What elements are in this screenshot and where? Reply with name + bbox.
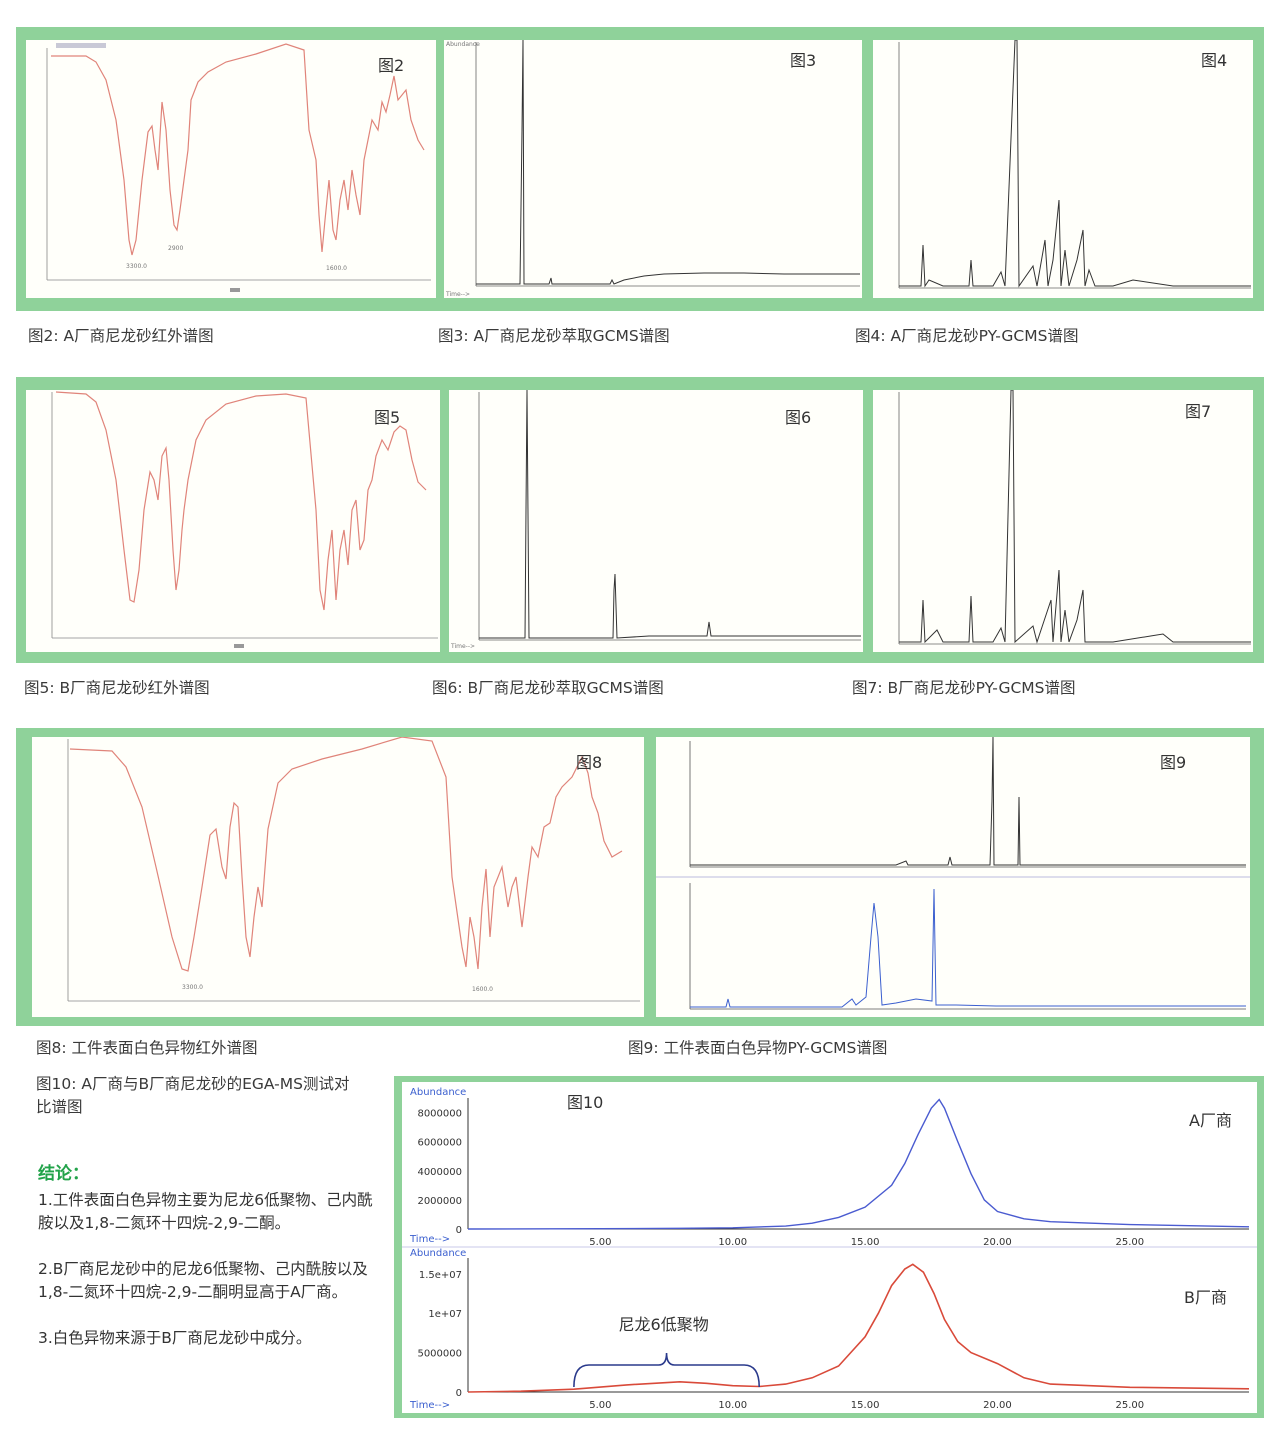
fig8-plot: 3300.0 1600.0 <box>67 737 640 1002</box>
fig6-plot: Time--> <box>450 390 861 650</box>
fig10-chart: Abundance 8000000 6000000 4000000 2000000 0 … <box>402 1082 1257 1413</box>
fig2-plot: 3300.0 2900 1600.0 <box>46 43 431 292</box>
x-tick-label: 20.00 <box>983 1237 1012 1248</box>
fig6-label: 图6 <box>785 408 812 427</box>
fig9-label: 图9 <box>1160 753 1187 772</box>
fig8-label: 图8 <box>576 753 603 772</box>
x-tick-label: 15.00 <box>851 1237 880 1248</box>
fig7-caption: 图7: B厂商尼龙砂PY-GCMS谱图 <box>852 679 1076 697</box>
y-tick-label: 8000000 <box>417 1109 462 1120</box>
fig10-label: 图10 <box>567 1093 603 1112</box>
fig6-caption: 图6: B厂商尼龙砂萃取GCMS谱图 <box>432 679 664 697</box>
fig4-caption: 图4: A厂商尼龙砂PY-GCMS谱图 <box>855 327 1079 345</box>
x-tick-label: 10.00 <box>718 1400 747 1411</box>
fig6-gcms-extraction-b: Time--> 图6 <box>449 390 863 652</box>
fig5-label: 图5 <box>374 408 401 427</box>
y-tick-label: 0 <box>456 1388 462 1399</box>
svg-text:3300.0: 3300.0 <box>126 263 147 270</box>
fig4-label: 图4 <box>1201 51 1228 70</box>
svg-text:2900: 2900 <box>168 245 183 252</box>
fig10-svg: Abundance 80000006000000400000020000000 … <box>402 1087 1257 1411</box>
y-tick-label: 6000000 <box>417 1138 462 1149</box>
conclusions: 结论： 1.工件表面白色异物主要为尼龙6低聚物、己内酰胺以及1,8-二氮环十四烷… <box>38 1163 388 1372</box>
fig5-plot <box>51 391 438 648</box>
x-tick-label: 20.00 <box>983 1400 1012 1411</box>
x-tick-label: 10.00 <box>718 1237 747 1248</box>
top-abundance-label: Abundance <box>410 1087 466 1098</box>
fig9-caption: 图9: 工件表面白色异物PY-GCMS谱图 <box>628 1039 888 1057</box>
y-tick-label: 4000000 <box>417 1167 462 1178</box>
series-b-line <box>467 1263 1250 1393</box>
fig7-pygcms-b: 图7 <box>873 390 1253 652</box>
fig3-caption: 图3: A厂商尼龙砂萃取GCMS谱图 <box>438 327 670 345</box>
fig5-caption: 图5: B厂商尼龙砂红外谱图 <box>24 679 210 697</box>
y-tick-label: 1.5e+07 <box>419 1270 462 1281</box>
x-tick-label: 5.00 <box>589 1400 611 1411</box>
fig7-label: 图7 <box>1185 402 1212 421</box>
x-tick-label: 5.00 <box>589 1237 611 1248</box>
y-tick-label: 0 <box>456 1225 462 1236</box>
top-time-label: Time--> <box>409 1234 450 1245</box>
conclusions-title: 结论： <box>38 1164 89 1184</box>
fig5-ir-spectrum-b: 图5 <box>26 390 440 652</box>
fig2-caption: 图2: A厂商尼龙砂红外谱图 <box>28 327 214 345</box>
x-tick-label: 25.00 <box>1116 1237 1145 1248</box>
series-a-line <box>467 1098 1250 1230</box>
svg-text:3300.0: 3300.0 <box>182 984 203 991</box>
svg-text:Abundance: Abundance <box>446 41 480 48</box>
svg-text:1600.0: 1600.0 <box>326 265 347 272</box>
conclusion-item: 1.工件表面白色异物主要为尼龙6低聚物、己内酰胺以及1,8-二氮环十四烷-2,9… <box>38 1190 373 1233</box>
fig3-gcms-extraction-a: Abundance Time--> 图3 <box>444 40 862 298</box>
conclusion-item: 2.B厂商尼龙砂中的尼龙6低聚物、己内酰胺以及1,8-二氮环十四烷-2,9-二酮… <box>38 1259 368 1302</box>
y-tick-label: 5000000 <box>417 1349 462 1360</box>
fig7-plot <box>898 390 1251 645</box>
oligomer-annotation: 尼龙6低聚物 <box>619 1315 709 1334</box>
fig10-caption: 图10: A厂商与B厂商尼龙砂的EGA-MS测试对比谱图 <box>36 1075 350 1116</box>
oligomer-brace <box>573 1352 761 1388</box>
y-tick-label: 1e+07 <box>428 1309 462 1320</box>
bottom-abundance-label: Abundance <box>410 1248 466 1259</box>
series-b-label: B厂商 <box>1184 1288 1227 1307</box>
conclusion-item: 3.白色异物来源于B厂商尼龙砂中成分。 <box>38 1328 312 1347</box>
fig3-plot: Abundance Time--> <box>445 40 860 298</box>
fig2-label: 图2 <box>378 56 405 75</box>
fig2-ir-spectrum-a: 3300.0 2900 1600.0 图2 <box>26 40 436 298</box>
fig4-plot <box>898 40 1251 289</box>
fig9-plot <box>656 737 1250 1010</box>
fig4-pygcms-a: 图4 <box>873 40 1253 298</box>
x-tick-label: 25.00 <box>1116 1400 1145 1411</box>
fig8-ir-spectrum-foreign: 3300.0 1600.0 图8 <box>32 737 644 1017</box>
fig9-pygcms-foreign: 图9 <box>656 737 1250 1017</box>
svg-text:1600.0: 1600.0 <box>472 986 493 993</box>
fig3-label: 图3 <box>790 51 817 70</box>
x-tick-label: 15.00 <box>851 1400 880 1411</box>
svg-text:Time-->: Time--> <box>450 643 475 650</box>
svg-text:Time-->: Time--> <box>445 291 470 298</box>
y-tick-label: 2000000 <box>417 1196 462 1207</box>
fig8-caption: 图8: 工件表面白色异物红外谱图 <box>36 1039 258 1057</box>
bottom-time-label: Time--> <box>409 1400 450 1411</box>
series-a-label: A厂商 <box>1189 1111 1232 1130</box>
